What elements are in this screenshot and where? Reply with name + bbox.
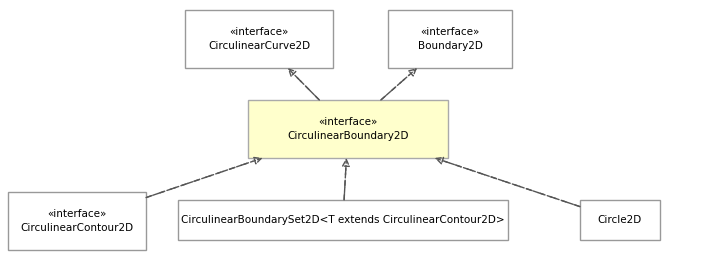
Bar	[388, 10, 512, 68]
Text: «interface»
Boundary2D: «interface» Boundary2D	[418, 28, 482, 51]
Text: «interface»
CirculinearBoundary2D: «interface» CirculinearBoundary2D	[287, 117, 409, 141]
Text: Circle2D: Circle2D	[598, 215, 642, 225]
Bar	[185, 10, 333, 68]
Text: «interface»
CirculinearCurve2D: «interface» CirculinearCurve2D	[208, 28, 310, 51]
Text: «interface»
CirculinearContour2D: «interface» CirculinearContour2D	[21, 209, 134, 233]
Bar	[248, 100, 448, 158]
Bar	[8, 192, 146, 250]
Text: CirculinearBoundarySet2D<T extends CirculinearContour2D>: CirculinearBoundarySet2D<T extends Circu…	[181, 215, 505, 225]
Bar	[178, 200, 508, 240]
Bar	[580, 200, 660, 240]
